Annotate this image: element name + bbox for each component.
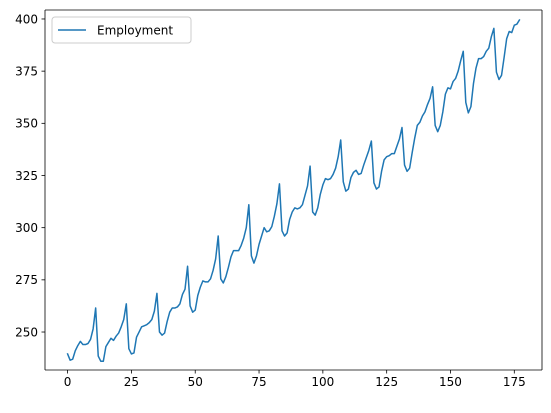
y-axis-ticks: 250 275 300 325 350 375 400: [15, 12, 45, 339]
x-tick-label: 0: [64, 375, 72, 389]
y-tick-label: 275: [15, 273, 38, 287]
x-tick-label: 175: [503, 375, 526, 389]
x-tick-label: 25: [124, 375, 139, 389]
y-tick-label: 250: [15, 325, 38, 339]
y-tick-label: 325: [15, 169, 38, 183]
axes-frame: [44, 9, 543, 371]
y-tick-label: 300: [15, 221, 38, 235]
y-tick-label: 375: [15, 64, 38, 78]
legend-label: Employment: [97, 24, 173, 38]
x-tick-label: 50: [188, 375, 203, 389]
x-tick-label: 100: [311, 375, 334, 389]
series-line-employment: [66, 18, 521, 362]
x-tick-label: 125: [375, 375, 398, 389]
x-tick-label: 150: [439, 375, 462, 389]
y-tick-label: 350: [15, 117, 38, 131]
legend-box: [51, 16, 192, 44]
x-axis-ticks: 0 25 50 75 100 125 150 175: [64, 370, 526, 389]
legend: Employment: [51, 16, 192, 44]
y-tick-label: 400: [15, 12, 38, 26]
plot-area: [45, 10, 542, 370]
x-tick-label: 75: [251, 375, 266, 389]
series-group: [66, 18, 521, 362]
